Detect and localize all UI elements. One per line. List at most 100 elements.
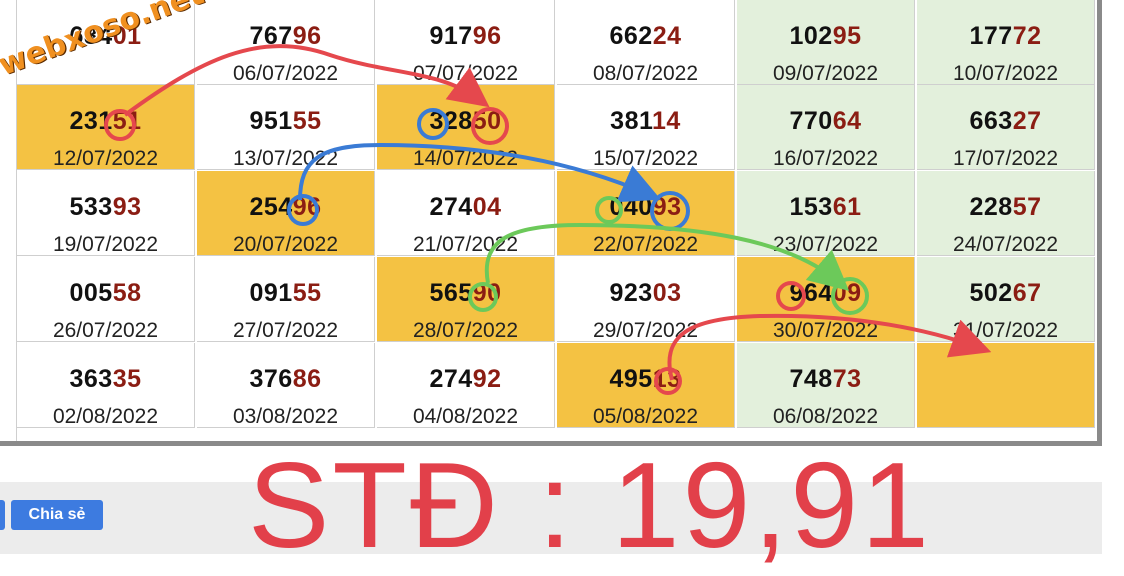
- result-date: 26/07/2022: [52, 319, 159, 342]
- result-number: 91796: [377, 22, 554, 51]
- result-date: 02/08/2022: [52, 405, 159, 428]
- result-tail: 57: [1012, 193, 1042, 221]
- result-tail: 96: [472, 22, 502, 50]
- result-cell: 95155 13/07/2022: [197, 85, 375, 170]
- result-tail: 14: [652, 107, 681, 135]
- result-tail: 03: [652, 279, 682, 307]
- result-prefix: 005: [69, 279, 113, 307]
- result-prefix: 495: [609, 365, 653, 393]
- result-prefix: 917: [429, 22, 473, 50]
- result-date: 04/08/2022: [412, 405, 519, 428]
- result-cell: 25496 20/07/2022: [197, 171, 375, 256]
- result-tail: 55: [292, 107, 322, 135]
- result-tail: 96: [292, 22, 322, 50]
- result-cell: 10295 09/07/2022: [737, 0, 915, 85]
- result-cell: 50267 31/07/2022: [917, 257, 1095, 342]
- result-prefix: 231: [69, 107, 113, 135]
- result-date: 23/07/2022: [772, 233, 879, 256]
- result-date: 16/07/2022: [772, 147, 879, 170]
- result-cell: 27492 04/08/2022: [377, 343, 555, 428]
- result-date: 24/07/2022: [952, 233, 1059, 256]
- result-number: 17772: [917, 22, 1094, 51]
- result-number: 53393: [17, 193, 194, 222]
- result-date: 28/07/2022: [412, 319, 519, 342]
- result-tail: 73: [832, 365, 862, 393]
- result-prefix: 565: [429, 279, 473, 307]
- result-cell: 68401: [17, 0, 195, 85]
- result-prefix: 767: [249, 22, 293, 50]
- result-tail: 90: [472, 279, 502, 307]
- result-prefix: 102: [789, 22, 833, 50]
- result-number: 10295: [737, 22, 914, 51]
- result-prefix: 663: [969, 107, 1013, 135]
- std-caption: STĐ : 19,91: [248, 437, 932, 573]
- result-number: 32850: [377, 107, 554, 136]
- result-cell: 56590 28/07/2022: [377, 257, 555, 342]
- grid-edge-column: [0, 0, 17, 441]
- result-prefix: 177: [969, 22, 1013, 50]
- result-date: 31/07/2022: [952, 319, 1059, 342]
- result-number: 15361: [737, 193, 914, 222]
- result-tail: 67: [1012, 279, 1042, 307]
- result-date: 19/07/2022: [52, 233, 159, 256]
- result-prefix: 684: [69, 22, 113, 50]
- result-prefix: 376: [249, 365, 293, 393]
- result-number: 37686: [197, 365, 374, 394]
- result-prefix: 533: [69, 193, 113, 221]
- result-tail: 64: [832, 107, 862, 135]
- result-tail: 24: [652, 22, 682, 50]
- result-date: 12/07/2022: [52, 147, 159, 170]
- result-tail: 61: [832, 193, 862, 221]
- result-cell: 23151 12/07/2022: [17, 85, 195, 170]
- result-tail: 96: [292, 193, 322, 221]
- result-prefix: 254: [249, 193, 293, 221]
- result-tail: 13: [652, 365, 682, 393]
- result-number: 77064: [737, 107, 914, 136]
- result-number: 22857: [917, 193, 1094, 222]
- result-number: 74873: [737, 365, 914, 394]
- result-date: 20/07/2022: [232, 233, 339, 256]
- result-number: 66327: [917, 107, 1094, 136]
- result-tail: 35: [112, 365, 142, 393]
- result-cell: 49513 05/08/2022: [557, 343, 735, 428]
- result-number: 38114: [557, 107, 734, 136]
- result-number: 36335: [17, 365, 194, 394]
- footer-bar: [0, 482, 1102, 554]
- result-number: 96409: [737, 279, 914, 308]
- result-date: 03/08/2022: [232, 405, 339, 428]
- result-tail: 92: [472, 365, 502, 393]
- result-date: 05/08/2022: [592, 405, 699, 428]
- partial-button[interactable]: [0, 500, 5, 530]
- result-date: 06/07/2022: [232, 62, 339, 85]
- result-prefix: 040: [609, 193, 653, 221]
- result-tail: 93: [652, 193, 682, 221]
- result-number: 92303: [557, 279, 734, 308]
- result-number: 25496: [197, 193, 374, 222]
- result-prefix: 662: [609, 22, 653, 50]
- result-number: 56590: [377, 279, 554, 308]
- result-date: 07/07/2022: [412, 62, 519, 85]
- result-date: 10/07/2022: [952, 62, 1059, 85]
- result-date: 27/07/2022: [232, 319, 339, 342]
- result-number: 50267: [917, 279, 1094, 308]
- result-date: 30/07/2022: [772, 319, 879, 342]
- result-cell: 96409 30/07/2022: [737, 257, 915, 342]
- result-cell: 74873 06/08/2022: [737, 343, 915, 428]
- share-button[interactable]: Chia sẻ: [11, 500, 103, 530]
- result-cell: 17772 10/07/2022: [917, 0, 1095, 85]
- result-cell: 09155 27/07/2022: [197, 257, 375, 342]
- result-date: 08/07/2022: [592, 62, 699, 85]
- result-prefix: 274: [429, 365, 473, 393]
- result-cell: 53393 19/07/2022: [17, 171, 195, 256]
- result-cell: 92303 29/07/2022: [557, 257, 735, 342]
- result-tail: 09: [832, 279, 862, 307]
- result-date: 09/07/2022: [772, 62, 879, 85]
- result-tail: 55: [292, 279, 322, 307]
- result-cell: 22857 24/07/2022: [917, 171, 1095, 256]
- result-cell: 15361 23/07/2022: [737, 171, 915, 256]
- result-cell: 04093 22/07/2022: [557, 171, 735, 256]
- result-number: 68401: [17, 22, 194, 51]
- result-prefix: 228: [969, 193, 1013, 221]
- result-cell: 38114 15/07/2022: [557, 85, 735, 170]
- result-prefix: 951: [249, 107, 293, 135]
